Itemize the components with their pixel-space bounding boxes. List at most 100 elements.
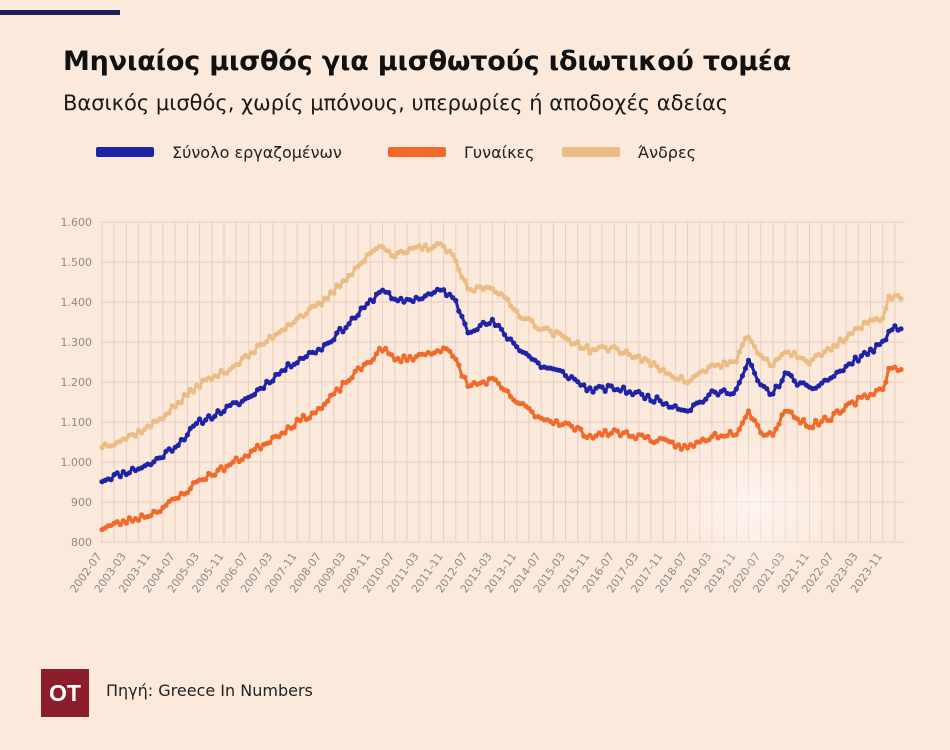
data-point <box>492 377 498 383</box>
legend-item-total[interactable]: Σύνολο εργαζομένων <box>96 140 342 164</box>
data-point <box>184 432 190 438</box>
data-point <box>636 353 642 359</box>
data-point <box>224 370 230 376</box>
data-point <box>245 354 251 360</box>
data-point <box>447 248 453 254</box>
data-point <box>706 392 712 398</box>
data-point <box>654 363 660 370</box>
data-point <box>764 386 770 392</box>
data-point <box>126 470 132 476</box>
data-point <box>200 420 206 426</box>
data-point <box>358 367 364 373</box>
data-point <box>602 427 608 433</box>
data-point <box>620 384 627 390</box>
data-point <box>514 308 520 314</box>
data-point <box>794 416 800 422</box>
data-point <box>745 357 752 363</box>
data-point <box>505 388 511 394</box>
data-point <box>639 391 645 397</box>
data-point <box>450 252 456 258</box>
data-point <box>559 368 566 374</box>
data-point <box>566 337 572 343</box>
data-point <box>788 409 794 415</box>
data-point <box>270 378 276 384</box>
data-point <box>483 381 489 387</box>
data-point <box>834 343 840 349</box>
data-point <box>614 428 621 434</box>
data-point <box>236 361 242 367</box>
data-point <box>770 363 776 369</box>
data-point <box>459 313 465 319</box>
data-point <box>810 425 816 431</box>
data-point <box>456 267 462 273</box>
data-point <box>864 351 871 358</box>
data-point <box>871 349 877 355</box>
data-point <box>608 383 614 389</box>
data-point <box>203 417 209 423</box>
data-point <box>218 464 224 470</box>
data-point <box>495 322 502 328</box>
data-point <box>230 459 236 465</box>
line-chart: 800 900 1.000 1.100 1.200 1.300 1.400 1.500 1.60… <box>61 216 905 595</box>
data-point <box>486 321 492 327</box>
data-point <box>163 502 169 508</box>
data-point <box>331 391 337 397</box>
data-point <box>779 412 785 418</box>
data-point <box>733 432 739 438</box>
data-point <box>215 467 221 473</box>
data-point <box>526 405 532 411</box>
legend-item-men[interactable]: Άνδρες <box>562 140 696 164</box>
data-point <box>840 408 846 414</box>
data-point <box>148 513 154 519</box>
data-point <box>474 327 480 333</box>
top-accent-bar <box>0 10 120 15</box>
data-point <box>730 390 736 397</box>
data-point <box>535 360 541 366</box>
data-point <box>187 486 193 492</box>
data-point <box>175 495 181 501</box>
data-point <box>160 416 166 422</box>
data-point <box>410 357 416 363</box>
source-note: Πηγή: Greece In Numbers <box>106 681 313 700</box>
data-point <box>364 301 370 307</box>
data-point <box>864 320 871 326</box>
data-point <box>855 358 861 364</box>
data-point <box>300 412 306 418</box>
data-point <box>688 378 694 384</box>
y-tick-label: 1.300 <box>61 336 93 349</box>
data-point <box>736 426 743 432</box>
data-point <box>441 287 447 293</box>
data-point <box>892 364 898 370</box>
data-point <box>453 297 459 304</box>
data-point <box>764 356 770 362</box>
data-point <box>770 391 776 397</box>
y-tick-label: 1.200 <box>61 376 93 389</box>
data-point <box>178 400 184 406</box>
data-point <box>816 422 822 428</box>
data-point <box>126 515 132 521</box>
data-point <box>590 389 596 395</box>
data-point <box>209 376 215 382</box>
data-point <box>678 373 685 379</box>
data-point <box>312 410 319 416</box>
grid-lines <box>100 221 905 543</box>
data-point <box>197 416 203 422</box>
data-point <box>370 356 376 362</box>
data-point <box>312 350 319 356</box>
data-point <box>892 323 898 329</box>
data-point <box>303 354 309 360</box>
data-point <box>739 373 746 379</box>
data-point <box>389 352 395 358</box>
data-point <box>819 418 825 424</box>
data-point <box>361 258 367 264</box>
data-point <box>136 517 142 523</box>
data-point <box>715 392 721 398</box>
y-tick-label: 900 <box>71 496 92 509</box>
data-point <box>602 388 608 394</box>
data-point <box>752 344 758 350</box>
data-point <box>602 344 608 350</box>
data-point <box>703 369 709 375</box>
data-point <box>114 470 120 476</box>
x-axis: 2002-072003-032003-112004-072005-032005-… <box>67 550 885 595</box>
legend-item-women[interactable]: Γυναίκες <box>388 140 535 164</box>
